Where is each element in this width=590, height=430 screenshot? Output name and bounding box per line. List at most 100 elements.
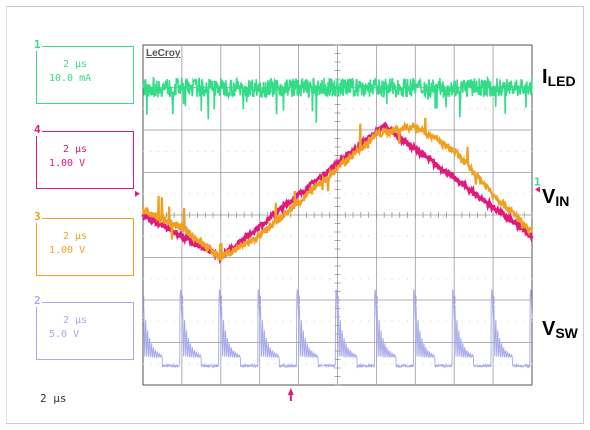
grid-dot xyxy=(492,108,494,110)
grid-dot xyxy=(150,320,152,322)
grid-dot xyxy=(189,193,191,195)
channel-4-scale: 1.00 V xyxy=(49,158,86,169)
grid-dot xyxy=(391,108,393,110)
grid-dot xyxy=(228,320,230,322)
grid-dot xyxy=(251,193,253,195)
grid-dot xyxy=(422,320,424,322)
grid-dot xyxy=(430,363,432,365)
grid-dot xyxy=(352,193,354,195)
grid-dot xyxy=(142,108,144,110)
grid-dot xyxy=(313,278,315,280)
grid-dot xyxy=(422,278,424,280)
grid-dot xyxy=(399,278,401,280)
grid-dot xyxy=(531,150,533,152)
grid-dot xyxy=(368,320,370,322)
grid-dot xyxy=(383,193,385,195)
grid-dot xyxy=(274,235,276,237)
grid-dot xyxy=(181,320,183,322)
grid-dot xyxy=(337,150,338,152)
grid-dot xyxy=(430,278,432,280)
grid-dot xyxy=(337,235,338,237)
grid-dot xyxy=(243,363,245,365)
grid-dot xyxy=(469,235,471,237)
grid-dot xyxy=(337,363,338,365)
grid-dot xyxy=(531,193,533,195)
grid-dot xyxy=(492,320,494,322)
grid-dot xyxy=(158,363,160,365)
grid-dot xyxy=(414,278,416,280)
grid-dot xyxy=(282,278,284,280)
channel-1-box[interactable]: 1 2 µs 10.0 mA xyxy=(33,38,134,104)
grid-dot xyxy=(445,320,447,322)
channel-3-box[interactable]: 3 2 µs 1.00 V xyxy=(33,210,134,276)
grid-dot xyxy=(290,150,292,152)
grid-dot xyxy=(438,363,440,365)
vin-main: V xyxy=(542,186,556,208)
grid-dot xyxy=(414,108,416,110)
grid-dot xyxy=(430,235,432,237)
grid-dot xyxy=(142,193,144,195)
grid-dot xyxy=(298,150,300,152)
grid-dot xyxy=(189,108,191,110)
grid-dot xyxy=(220,320,222,322)
grid-dot xyxy=(329,108,331,110)
grid-dot xyxy=(399,320,401,322)
grid-dot xyxy=(313,108,315,110)
grid-dot xyxy=(508,150,510,152)
grid-dot xyxy=(251,363,253,365)
grid-dot xyxy=(181,150,183,152)
grid-dot xyxy=(352,320,354,322)
grid-dot xyxy=(158,108,160,110)
grid-dot xyxy=(313,235,315,237)
grid-dot xyxy=(165,150,167,152)
grid-dot xyxy=(360,235,362,237)
grid-dot xyxy=(375,363,377,365)
grid-dot xyxy=(414,235,416,237)
grid-dot xyxy=(508,278,510,280)
grid-dot xyxy=(477,278,479,280)
grid-dot xyxy=(422,108,424,110)
grid-dot xyxy=(477,235,479,237)
grid-dot xyxy=(523,320,525,322)
grid-dot xyxy=(196,320,198,322)
grid-dot xyxy=(407,150,409,152)
grid-dot xyxy=(290,320,292,322)
grid-dot xyxy=(445,235,447,237)
grid-dot xyxy=(391,278,393,280)
grid-dot xyxy=(243,320,245,322)
grid-dot xyxy=(158,235,160,237)
grid-dot xyxy=(477,150,479,152)
grid-dot xyxy=(220,363,222,365)
grid-dot xyxy=(150,235,152,237)
grid-dot xyxy=(321,278,323,280)
grid-dot xyxy=(204,235,206,237)
grid-dot xyxy=(391,320,393,322)
grid-dot xyxy=(375,278,377,280)
grid-dot xyxy=(337,193,338,195)
iled-main: I xyxy=(542,66,548,88)
grid-dot xyxy=(438,235,440,237)
grid-dot xyxy=(329,150,331,152)
grid-dot xyxy=(484,320,486,322)
grid-dot xyxy=(173,235,175,237)
scope-frame xyxy=(6,6,584,424)
grid-dot xyxy=(290,363,292,365)
grid-dot xyxy=(523,235,525,237)
vsw-main: V xyxy=(542,318,556,340)
grid-dot xyxy=(515,193,517,195)
channel-2-box[interactable]: 2 2 µs 5.0 V xyxy=(33,294,134,360)
grid-dot xyxy=(438,193,440,195)
grid-dot xyxy=(282,193,284,195)
grid-dot xyxy=(274,193,276,195)
grid-dot xyxy=(337,278,338,280)
grid-dot xyxy=(290,278,292,280)
grid-dot xyxy=(422,235,424,237)
grid-dot xyxy=(220,150,222,152)
grid-dot xyxy=(360,193,362,195)
grid-dot xyxy=(189,150,191,152)
grid-dot xyxy=(305,320,307,322)
grid-dot xyxy=(150,278,152,280)
channel-4-box[interactable]: 4 2 µs 1.00 V xyxy=(33,123,134,189)
grid-dot xyxy=(399,363,401,365)
